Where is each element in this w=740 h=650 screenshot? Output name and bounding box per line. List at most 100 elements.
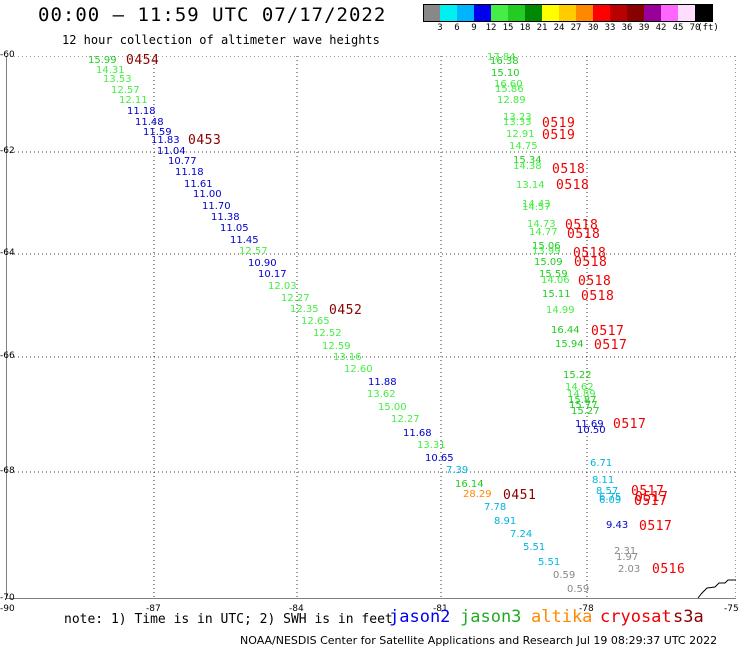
- pass-label: 0518: [565, 218, 599, 233]
- pass-label: 0518: [552, 162, 586, 177]
- pass-label: 0516: [652, 562, 686, 577]
- pass-label: 0517: [591, 324, 625, 339]
- swh-value: 15.06: [532, 241, 561, 252]
- swh-value: 14.99: [546, 305, 575, 316]
- pass-label: 0517: [613, 417, 647, 432]
- swh-value: 11.38: [211, 212, 240, 223]
- graticule: [6, 56, 736, 599]
- swh-value: 11.61: [184, 179, 213, 190]
- scale-swatch: [661, 4, 678, 22]
- scale-label: 12: [485, 23, 497, 33]
- latitude-label: -60: [0, 50, 15, 60]
- swh-value: 14.31: [96, 65, 125, 76]
- scale-swatch: [593, 4, 610, 22]
- swh-value: 11.68: [403, 428, 432, 439]
- swh-value: 10.65: [425, 453, 454, 464]
- swh-value: 6.75: [599, 492, 622, 503]
- swh-value: 17.84: [487, 52, 516, 63]
- scale-label: (ft): [697, 23, 719, 33]
- swh-value: 7.24: [510, 529, 533, 540]
- swh-value: 14.77: [529, 227, 558, 238]
- swh-value: 14.06: [541, 275, 570, 286]
- swh-value: 11.05: [220, 223, 249, 234]
- swh-value: 10.50: [577, 425, 606, 436]
- scale-swatch: [491, 4, 508, 22]
- swh-value: 15.10: [491, 68, 520, 79]
- swh-value: 15.34: [513, 155, 542, 166]
- swh-value: 13.14: [516, 180, 545, 191]
- swh-value: 11.59: [143, 127, 172, 138]
- scale-label: 33: [604, 23, 616, 33]
- scale-swatch: [457, 4, 474, 22]
- scale-label: 18: [519, 23, 531, 33]
- latitude-label: -66: [0, 351, 15, 361]
- latitude-label: -62: [0, 146, 15, 156]
- scale-swatch: [508, 4, 525, 22]
- swh-value: 15.86: [495, 84, 524, 95]
- legend-jason2: jason2: [389, 607, 451, 627]
- swh-value: 15.22: [563, 370, 592, 381]
- swh-value: 12.57: [239, 246, 268, 257]
- swh-value: 13.16: [333, 352, 362, 363]
- map-title: 00:00 – 11:59 UTC 07/17/2022: [38, 4, 387, 26]
- pass-label: 0518: [578, 274, 612, 289]
- swh-value: 15.59: [539, 269, 568, 280]
- scale-label: 30: [587, 23, 599, 33]
- swh-value: 28.29: [463, 489, 492, 500]
- scale-swatch: [644, 4, 661, 22]
- swh-value: 15.87: [568, 395, 597, 406]
- pass-label: 0517: [594, 338, 628, 353]
- scale-swatch: [542, 4, 559, 22]
- swh-value: 11.69: [575, 419, 604, 430]
- pass-label: 0454: [126, 53, 160, 68]
- swh-value: 16.38: [490, 56, 519, 67]
- swh-value: 13.62: [367, 389, 396, 400]
- swh-value: 13.33: [503, 117, 532, 128]
- scale-swatch: [678, 4, 695, 22]
- scale-label: 15: [502, 23, 514, 33]
- pass-label: 0517: [631, 484, 665, 499]
- swh-value: 11.18: [175, 167, 204, 178]
- swh-value: 14.73: [527, 219, 556, 230]
- swh-value: 13.99: [532, 246, 561, 257]
- scale-swatch: [627, 4, 644, 22]
- longitude-label: -75: [724, 604, 739, 614]
- swh-value: 12.52: [313, 328, 342, 339]
- swh-value: 11.04: [157, 146, 186, 157]
- longitude-label: -87: [146, 604, 161, 614]
- pass-label: 0451: [503, 488, 537, 503]
- scale-label: 42: [655, 23, 667, 33]
- swh-value: 15.94: [555, 339, 584, 350]
- pass-label: 0519: [542, 116, 576, 131]
- legend-altika: altika: [531, 607, 593, 627]
- scale-label: 24: [553, 23, 565, 33]
- swh-value: 5.51: [523, 542, 546, 553]
- footnote: note: 1) Time is in UTC; 2) SWH is in fe…: [64, 612, 393, 627]
- latitude-label: -64: [0, 248, 15, 258]
- scale-label: 3: [437, 23, 443, 33]
- swh-value: 16.60: [494, 79, 523, 90]
- swh-value: 1.97: [616, 552, 639, 563]
- swh-value: 11.83: [151, 135, 180, 146]
- scale-swatch: [559, 4, 576, 22]
- swh-value: 12.27: [391, 414, 420, 425]
- pass-label: 0518: [567, 227, 601, 242]
- swh-value: 13.31: [417, 440, 446, 451]
- swh-value: 16.44: [551, 325, 580, 336]
- scale-label: 27: [570, 23, 582, 33]
- swh-value: 0.59: [567, 584, 590, 595]
- swh-value: 16.14: [455, 479, 484, 490]
- swh-value: 14.89: [567, 389, 596, 400]
- scale-swatch: [440, 4, 457, 22]
- scale-label: 36: [621, 23, 633, 33]
- latitude-label: -70: [0, 593, 15, 603]
- swh-value: 6.71: [590, 458, 613, 469]
- longitude-label: -81: [433, 604, 448, 614]
- swh-value: 14.43: [522, 199, 551, 210]
- swh-value: 7.39: [446, 465, 469, 476]
- swh-value: 14.38: [513, 161, 542, 172]
- scale-label: 21: [536, 23, 548, 33]
- map-border: [6, 56, 736, 599]
- swh-value: 14.62: [565, 382, 594, 393]
